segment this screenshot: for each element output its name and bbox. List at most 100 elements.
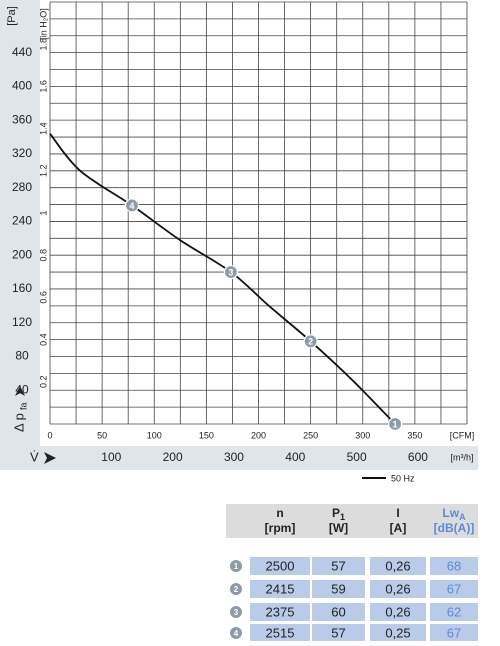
arrow (15, 386, 25, 396)
table-value: 2500 (266, 558, 295, 573)
x-tick-label: 150 (199, 430, 214, 440)
y2-tick-label: 1.8 (38, 38, 48, 51)
x-label: V̇ (30, 449, 39, 464)
column-unit: [dB(A)] (434, 521, 475, 535)
y-tick-label: 40 (15, 382, 29, 396)
y2-tick-label: 0.8 (38, 249, 48, 262)
row-number: 4 (234, 629, 239, 638)
operating-point-label: 4 (129, 201, 134, 211)
y-unit: [Pa] (6, 6, 18, 26)
table-value: 67 (447, 581, 461, 596)
table-cell (370, 603, 426, 621)
y-tick-label: 240 (12, 214, 32, 228)
y-tick-label: 360 (12, 112, 32, 126)
table-value: 0,26 (385, 581, 410, 596)
y-tick-label: 280 (12, 180, 32, 194)
y-label: Δ p fa (11, 386, 28, 432)
table-cell (430, 580, 478, 598)
row-marker (230, 583, 242, 595)
x2-tick-label: 400 (285, 450, 305, 464)
x2-tick-label: 100 (101, 450, 121, 464)
row-marker (230, 627, 242, 639)
y2-tick-label: 0.2 (38, 376, 48, 389)
column-name-main: Lw (442, 506, 459, 520)
table-value: 62 (447, 604, 461, 619)
table-value: 57 (331, 558, 345, 573)
operating-point (387, 416, 403, 432)
y-tick-label: 200 (12, 247, 32, 261)
table-value: 68 (447, 558, 461, 573)
table-cell (370, 624, 426, 642)
row-marker (230, 560, 242, 572)
x-tick-label: 350 (407, 430, 422, 440)
table-value: 0,26 (385, 558, 410, 573)
table-cell (430, 557, 478, 575)
table-value: 2515 (266, 625, 295, 640)
column-name-sub: 1 (340, 512, 345, 522)
table-value: 57 (331, 625, 345, 640)
y-tick-label: 440 (12, 45, 32, 59)
x-tick-label: 50 (97, 430, 107, 440)
column-name-main: I (396, 506, 399, 520)
operating-point (223, 264, 238, 280)
column-name-main: P (332, 506, 340, 520)
operating-point (124, 198, 140, 213)
y2-unit: [in H₂O] (38, 8, 48, 40)
operating-point-label: 3 (228, 267, 233, 277)
y2-tick-label: 1 (38, 210, 48, 215)
row-marker (230, 606, 242, 618)
column-name: I (396, 506, 399, 520)
x-tick-label: 200 (251, 430, 266, 440)
table-cell (312, 557, 365, 575)
column-unit: [A] (390, 521, 407, 535)
x-tick-label: 300 (355, 430, 370, 440)
table-cell (250, 624, 310, 642)
table-cell (312, 580, 365, 598)
table-value: 0,25 (385, 625, 410, 640)
row-number: 2 (234, 585, 239, 594)
y2-tick-label: 1.6 (38, 80, 48, 93)
table-value: 2415 (266, 581, 295, 596)
table-cell (370, 557, 426, 575)
column-name: P1 (332, 506, 345, 522)
x2-tick-label: 300 (224, 450, 244, 464)
column-unit: [rpm] (265, 521, 296, 535)
table-value: 60 (331, 604, 345, 619)
y-label-sub: fa (18, 402, 28, 410)
y2-tick-label: 0.4 (38, 333, 48, 346)
table-cell (250, 603, 310, 621)
table-cell (370, 580, 426, 598)
table-value: 59 (331, 581, 345, 596)
table-value: 0,26 (385, 604, 410, 619)
table-header-bg (226, 504, 478, 538)
operating-point-label: 2 (308, 337, 313, 347)
x-tick-label: 0 (47, 430, 52, 440)
column-name: n (276, 506, 283, 520)
table-cell (250, 580, 310, 598)
x2-tick-label: 500 (347, 450, 367, 464)
y-tick-label: 320 (12, 146, 32, 160)
operating-point (303, 334, 318, 349)
column-name-sub: A (459, 512, 466, 522)
table-cell (312, 603, 365, 621)
y-tick-label: 120 (12, 315, 32, 329)
x-unit: [CFM] (450, 430, 475, 440)
column-name-main: n (276, 506, 283, 520)
x-tick-label: 100 (147, 430, 162, 440)
y-label-text: Δ p (11, 413, 26, 432)
y-tick-label: 80 (15, 349, 29, 363)
table-cell (312, 624, 365, 642)
arrow (44, 452, 56, 464)
x2-unit: [m³/h] (450, 452, 473, 462)
operating-point-label: 1 (393, 419, 398, 429)
table-value: 67 (447, 625, 461, 640)
y-tick-label: 160 (12, 281, 32, 295)
table-value: 2375 (266, 604, 295, 619)
row-number: 1 (234, 562, 239, 571)
row-number: 3 (234, 608, 239, 617)
y2-tick-label: 0.6 (38, 291, 48, 304)
x-tick-label: 250 (303, 430, 318, 440)
legend-label: 50 Hz (391, 473, 415, 483)
y2-tick-label: 1.4 (38, 122, 48, 135)
